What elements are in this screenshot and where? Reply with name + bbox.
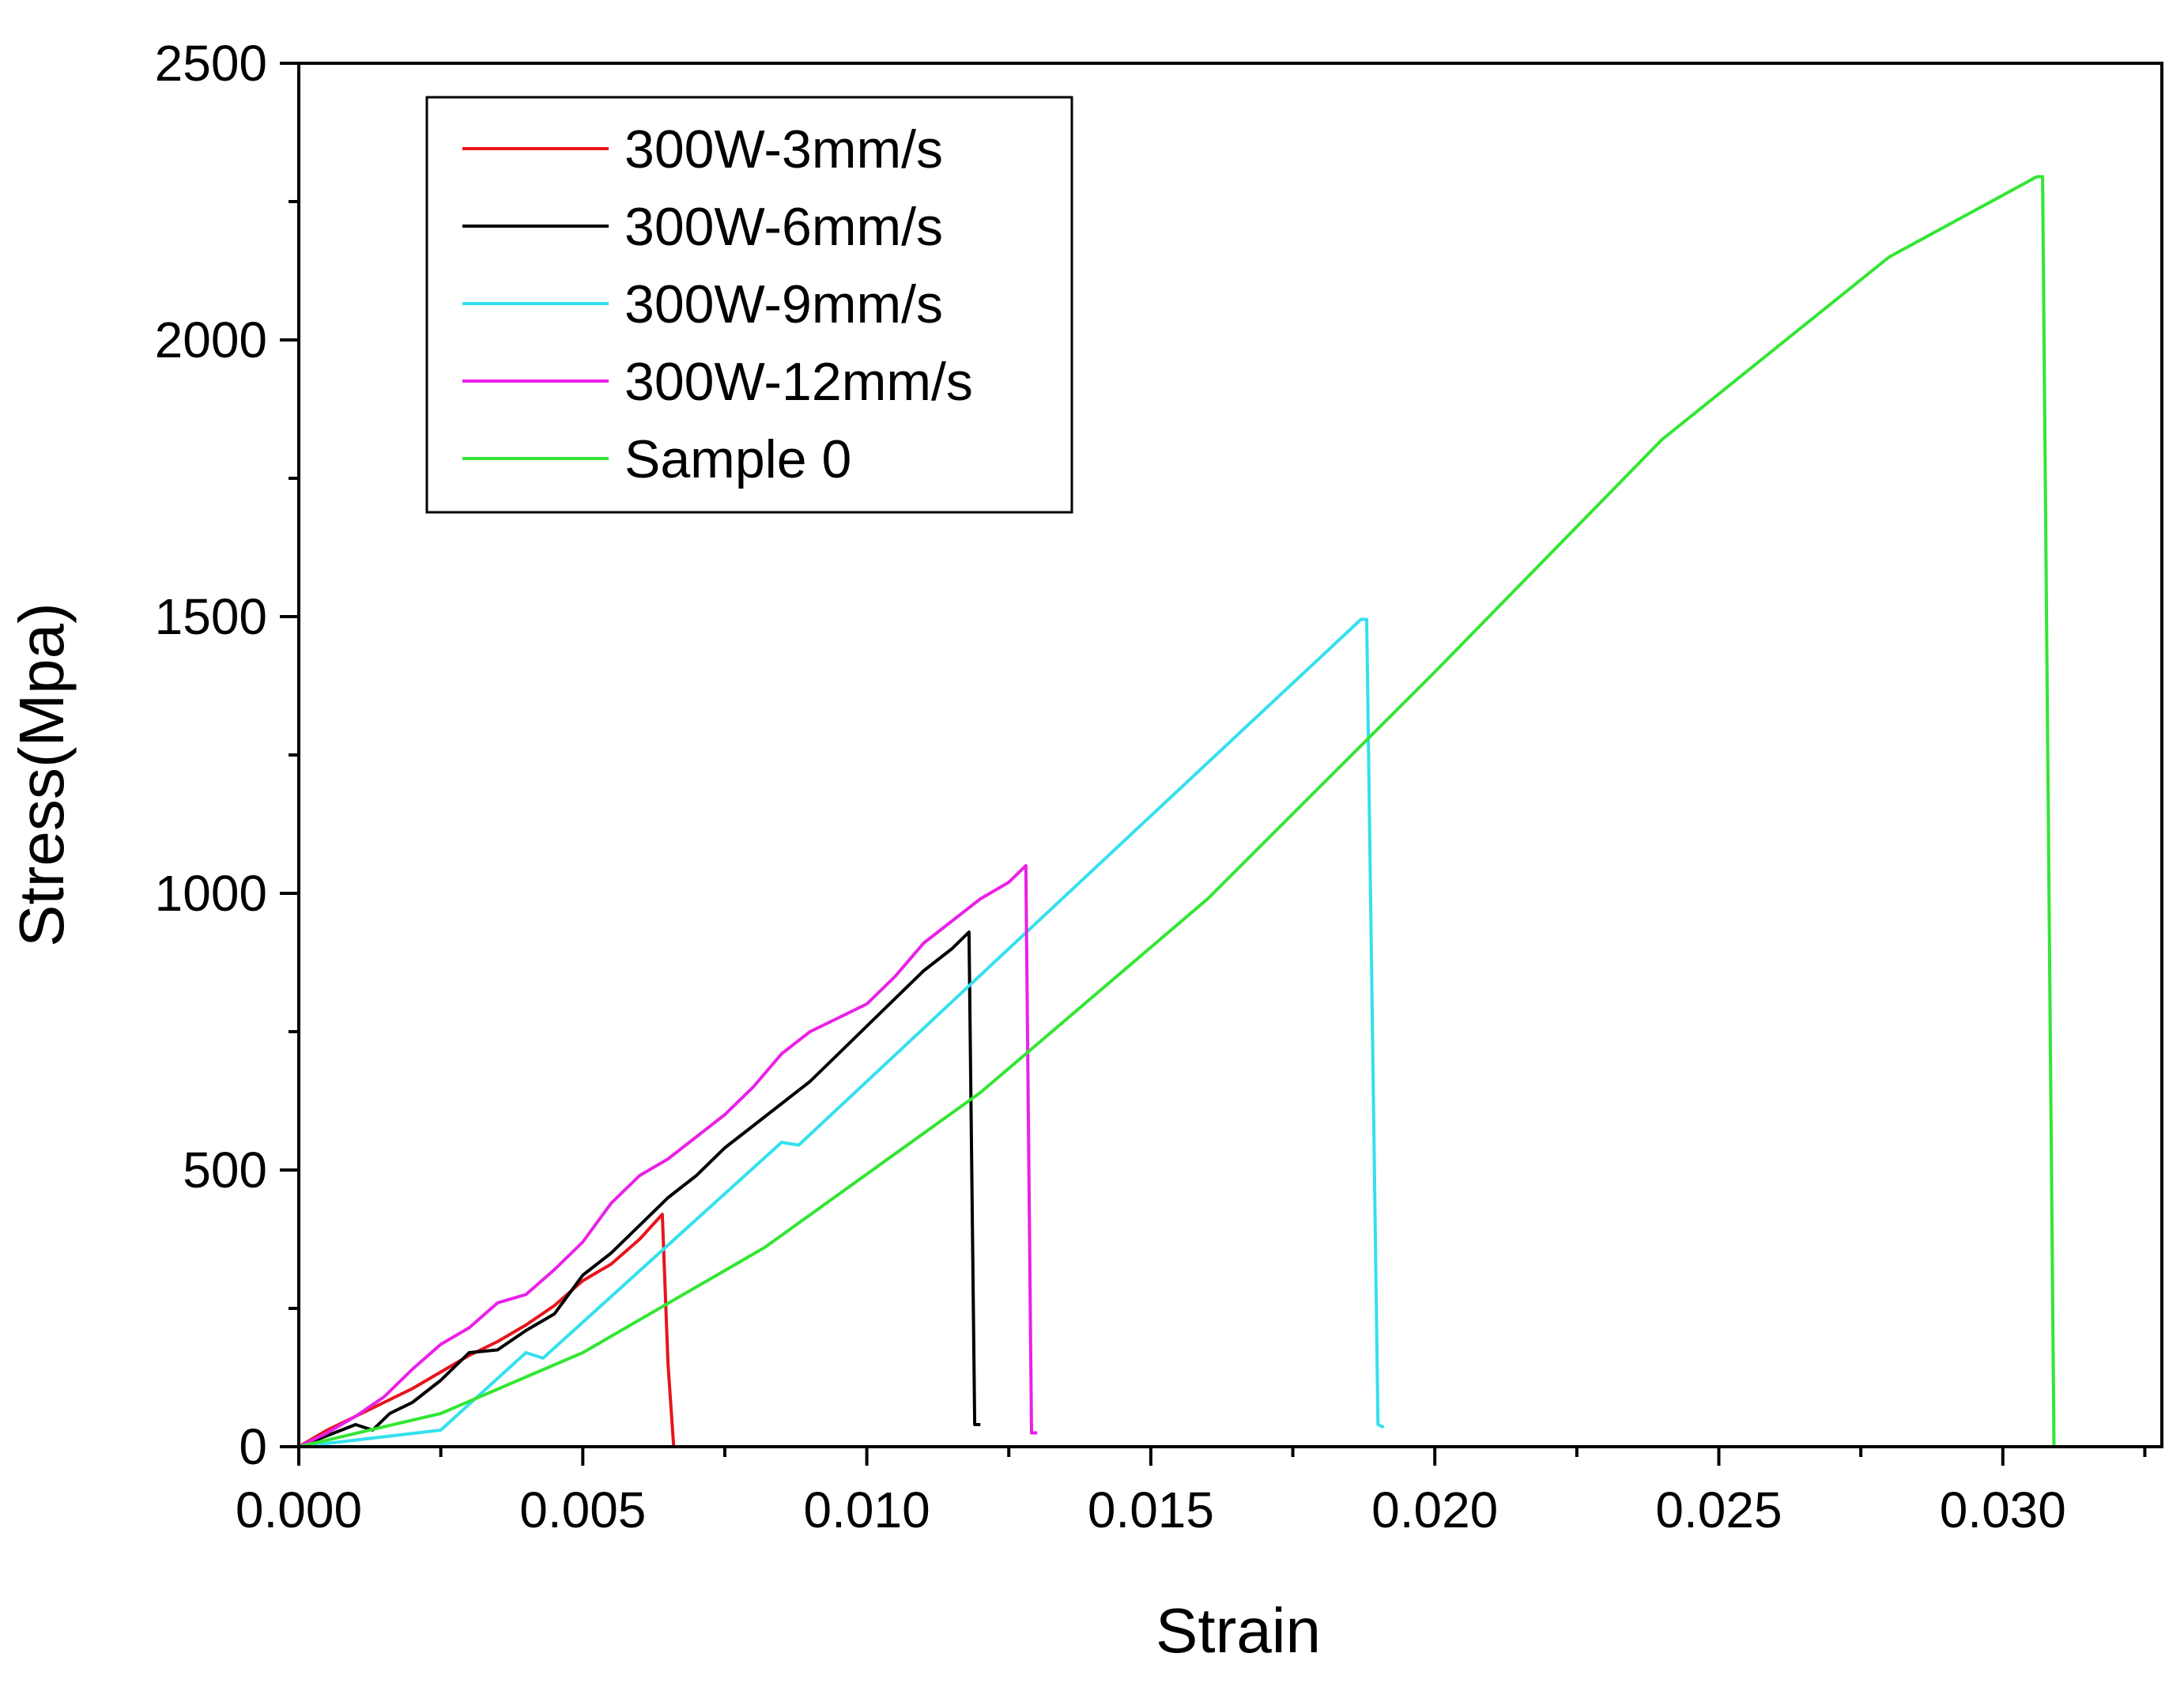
series-line-4 [298, 175, 2056, 1448]
series-layer [297, 175, 2056, 1448]
x-tick-label: 0.015 [1088, 1482, 1214, 1538]
x-tick-label: 0.020 [1371, 1482, 1498, 1538]
legend-label: 300W-3mm/s [624, 119, 943, 179]
series-line-2 [298, 617, 1385, 1448]
y-tick-label: 2000 [155, 311, 267, 368]
x-axis-title: Strain [1156, 1595, 1321, 1666]
x-tick-label: 0.005 [519, 1482, 646, 1538]
series-line-3 [298, 864, 1038, 1448]
legend-label: 300W-9mm/s [624, 274, 943, 334]
legend-label: 300W-12mm/s [624, 352, 973, 412]
y-axis-title: Stress(Mpa) [6, 602, 77, 947]
legend-label: 300W-6mm/s [624, 197, 943, 257]
legend-label: Sample 0 [624, 429, 851, 489]
y-tick-label: 1000 [155, 865, 267, 922]
labels-layer: 0.000 0.005 0.010 0.015 0.020 0.025 0.030 0 500 1… [155, 35, 2066, 1538]
y-tick-label: 0 [239, 1418, 267, 1475]
ticks-layer [280, 62, 2147, 1466]
y-tick-label: 2500 [155, 35, 267, 92]
x-tick-label: 0.025 [1655, 1482, 1782, 1538]
legend: 300W-3mm/s 300W-6mm/s 300W-9mm/s 300W-12mm/… [425, 96, 1073, 514]
x-tick-label: 0.030 [1940, 1482, 2066, 1538]
x-tick-label: 0.000 [236, 1482, 362, 1538]
series-line-0 [297, 1213, 676, 1448]
x-tick-label: 0.010 [804, 1482, 930, 1538]
y-tick-label: 500 [183, 1142, 267, 1198]
y-tick-label: 1500 [155, 588, 267, 645]
series-line-1 [298, 930, 981, 1448]
